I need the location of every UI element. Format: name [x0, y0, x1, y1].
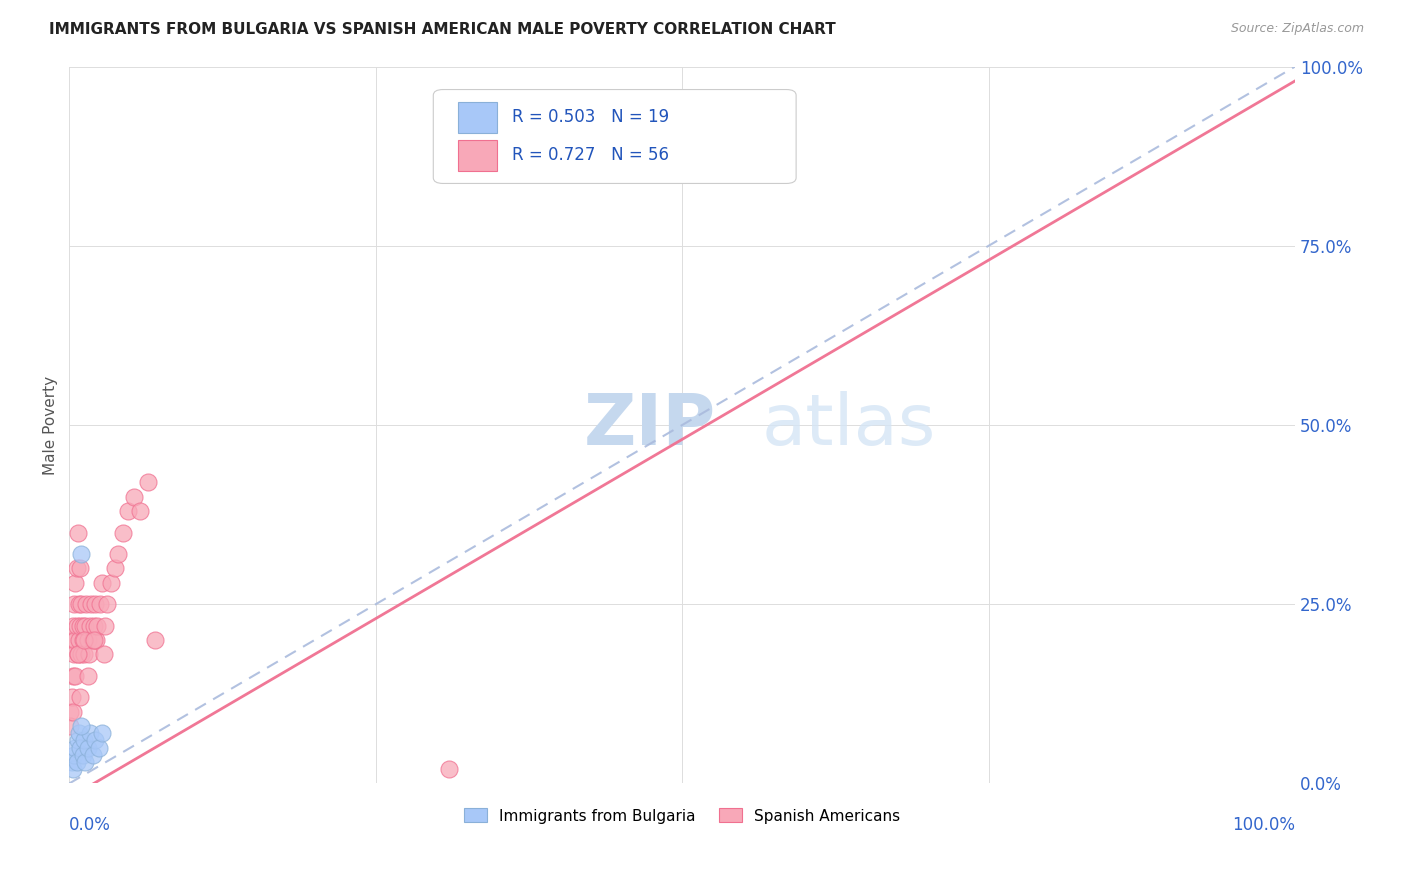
Point	[82, 633, 104, 648]
Point	[89, 597, 111, 611]
Point	[60, 633, 83, 648]
Point	[73, 648, 96, 662]
Point	[65, 619, 87, 633]
Point	[87, 740, 110, 755]
Point	[94, 619, 117, 633]
Point	[84, 733, 107, 747]
Point	[76, 633, 98, 648]
Point	[122, 490, 145, 504]
Point	[77, 648, 100, 662]
Point	[70, 597, 93, 611]
FancyBboxPatch shape	[458, 140, 498, 170]
Point	[82, 747, 104, 762]
Point	[107, 547, 129, 561]
Point	[65, 633, 87, 648]
Point	[67, 597, 90, 611]
Point	[73, 633, 96, 648]
Point	[63, 747, 86, 762]
Point	[93, 648, 115, 662]
Point	[66, 525, 89, 540]
Point	[83, 619, 105, 633]
Point	[60, 690, 83, 705]
Point	[83, 633, 105, 648]
Point	[66, 648, 89, 662]
Point	[62, 705, 84, 719]
Point	[66, 733, 89, 747]
Point	[65, 561, 87, 575]
Point	[63, 597, 86, 611]
Point	[65, 575, 87, 590]
Point	[76, 669, 98, 683]
Point	[129, 504, 152, 518]
Text: R = 0.503   N = 19: R = 0.503 N = 19	[512, 109, 669, 127]
Point	[79, 619, 101, 633]
FancyBboxPatch shape	[433, 89, 796, 184]
Point	[143, 633, 166, 648]
Text: Source: ZipAtlas.com: Source: ZipAtlas.com	[1230, 22, 1364, 36]
Point	[70, 719, 93, 733]
Point	[67, 726, 90, 740]
Text: IMMIGRANTS FROM BULGARIA VS SPANISH AMERICAN MALE POVERTY CORRELATION CHART: IMMIGRANTS FROM BULGARIA VS SPANISH AMER…	[49, 22, 837, 37]
Text: 100.0%: 100.0%	[1232, 816, 1295, 834]
Point	[67, 633, 90, 648]
Point	[79, 726, 101, 740]
Point	[62, 762, 84, 776]
Point	[69, 740, 91, 755]
Point	[72, 633, 94, 648]
Point	[69, 690, 91, 705]
Point	[72, 619, 94, 633]
Point	[76, 740, 98, 755]
Point	[65, 740, 87, 755]
Point	[65, 669, 87, 683]
Point	[70, 648, 93, 662]
Point	[75, 619, 97, 633]
Point	[84, 597, 107, 611]
Point	[63, 648, 86, 662]
Point	[66, 648, 89, 662]
Point	[86, 619, 108, 633]
Point	[62, 619, 84, 633]
Point	[75, 755, 97, 769]
Point	[69, 619, 91, 633]
Point	[91, 726, 114, 740]
Text: atlas: atlas	[762, 391, 936, 459]
Text: ZIP: ZIP	[583, 391, 716, 459]
Point	[62, 669, 84, 683]
Text: R = 0.727   N = 56: R = 0.727 N = 56	[512, 146, 669, 164]
Point	[73, 733, 96, 747]
Point	[60, 755, 83, 769]
Point	[96, 597, 118, 611]
Point	[69, 561, 91, 575]
Point	[72, 747, 94, 762]
Point	[112, 525, 135, 540]
Point	[100, 575, 122, 590]
Point	[91, 575, 114, 590]
Point	[65, 755, 87, 769]
Y-axis label: Male Poverty: Male Poverty	[44, 376, 58, 475]
Point	[70, 547, 93, 561]
Point	[439, 762, 461, 776]
Text: 0.0%: 0.0%	[69, 816, 111, 834]
Legend: Immigrants from Bulgaria, Spanish Americans: Immigrants from Bulgaria, Spanish Americ…	[458, 802, 905, 830]
Point	[136, 475, 159, 490]
Point	[59, 705, 82, 719]
Point	[117, 504, 139, 518]
Point	[84, 633, 107, 648]
Point	[80, 597, 103, 611]
Point	[59, 719, 82, 733]
Point	[103, 561, 125, 575]
Point	[75, 597, 97, 611]
FancyBboxPatch shape	[458, 103, 498, 133]
